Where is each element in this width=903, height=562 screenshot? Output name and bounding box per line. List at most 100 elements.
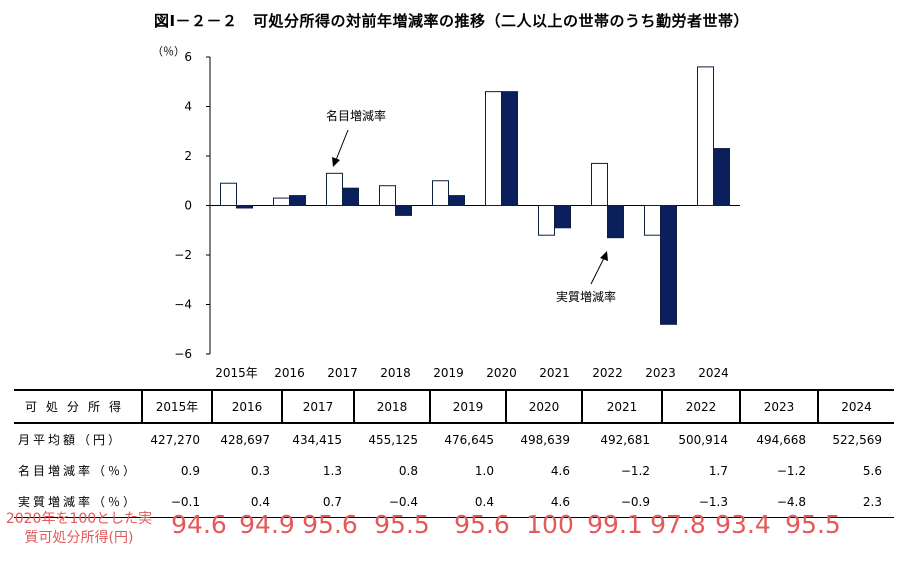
x-tick-label: 2023 — [645, 366, 676, 380]
bar-chart: 6 4 2 0 −2 −4 −6 （％） 2015年 2016 2017 2018 2019 2020 20… — [152, 45, 740, 380]
table-cell: −1.2 — [776, 463, 806, 478]
table-cell: 494,668 — [756, 432, 806, 447]
table-row-label: 実質増減率（％） — [14, 486, 142, 518]
bar-real — [554, 205, 571, 229]
table-cell: 500,914 — [678, 432, 728, 447]
annotation-real-arrow — [590, 257, 605, 285]
plot-area: 6 4 2 0 −2 −4 −6 （％） 2015年 2016 2017 2018 2019 2020 20… — [152, 45, 740, 380]
y-tick-label: 4 — [184, 100, 192, 114]
x-tick-label: 2015年 — [215, 366, 258, 380]
table-cell: 498,639 — [520, 432, 570, 447]
bar-nominal — [538, 205, 555, 236]
table-cell: −4.8 — [740, 486, 818, 518]
table-row: 月平均額（円） 427,270 428,697 434,415 455,125 476,6… — [14, 423, 894, 455]
y-axis-label: （％） — [152, 45, 185, 58]
table-cell: 4.6 — [506, 486, 582, 518]
bar-nominal — [644, 205, 661, 236]
table-cell: −0.9 — [582, 486, 662, 518]
table-column-header: 2017 — [281, 389, 354, 424]
table-cell: 0.8 — [398, 463, 418, 478]
x-tick-label: 2016 — [274, 366, 305, 380]
table-column-header: 2019 — [429, 389, 506, 424]
table-column-header: 2016 — [211, 389, 282, 424]
overlay-value: 95.5 — [374, 510, 430, 539]
bar-real — [342, 187, 359, 207]
overlay-value: 95.6 — [454, 510, 510, 539]
table-cell: 428,697 — [220, 432, 270, 447]
bar-nominal — [379, 185, 396, 206]
table-row-label: 名目増減率（％） — [18, 464, 139, 478]
bar-nominal — [326, 172, 343, 206]
table-cell: 0.3 — [250, 463, 270, 478]
bar-real — [448, 195, 465, 207]
x-tick-label: 2020 — [486, 366, 517, 380]
overlay-value: 95.6 — [302, 510, 358, 539]
bar-real — [236, 205, 253, 209]
overlay-value: 97.8 — [650, 510, 706, 539]
table-cell: 1.3 — [322, 463, 342, 478]
table-cell: 4.6 — [550, 463, 570, 478]
table-column-header: 2023 — [739, 389, 818, 424]
table-header-label: 可処分所得 — [14, 389, 142, 424]
chart-title: 図Ⅰ－２－２ 可処分所得の対前年増減率の推移（二人以上の世帯のうち勤労者世帯） — [153, 12, 750, 30]
table-row: 名目増減率（％） 0.9 0.3 1.3 0.8 1.0 4.6 −1.2 1.7 −1.2 5.6 — [14, 455, 894, 486]
table-cell: 1.7 — [708, 463, 728, 478]
table-cell: −1.3 — [662, 486, 740, 518]
table-column-header: 2021 — [581, 389, 662, 424]
annotation-nominal: 名目増減率 — [326, 108, 386, 123]
bar-nominal — [432, 180, 449, 206]
data-table: 可処分所得 2015年 2016 2017 2018 2019 2020 2021 2022 20… — [14, 389, 894, 518]
table-cell: 476,645 — [444, 432, 494, 447]
table-cell: 0.4 — [212, 486, 282, 518]
table-row-label: 月平均額（円） — [18, 433, 124, 447]
bar-real — [289, 195, 306, 207]
x-tick-label: 2022 — [592, 366, 623, 380]
x-tick-label: 2017 — [327, 366, 358, 380]
bar-real — [395, 205, 412, 216]
table-cell: 5.6 — [862, 463, 882, 478]
overlay-value: 94.9 — [239, 510, 295, 539]
overlay-value: 95.5 — [785, 510, 841, 539]
table-cell: 0.7 — [282, 486, 354, 518]
bar-nominal — [697, 66, 714, 207]
overlay-value: 94.6 — [171, 510, 227, 539]
overlay-value: 93.4 — [715, 510, 771, 539]
table-cell: 0.9 — [180, 463, 200, 478]
bar-nominal — [591, 162, 608, 207]
annotation-real: 実質増減率 — [556, 289, 616, 304]
y-tick-label: 6 — [184, 50, 192, 64]
table-cell: 427,270 — [150, 432, 200, 447]
annotation-real-arrowhead — [600, 251, 608, 261]
table-column-header: 2018 — [353, 389, 430, 424]
table-cell: 455,125 — [368, 432, 418, 447]
bar-real — [713, 148, 730, 206]
overlay-value: 99.1 — [587, 510, 643, 539]
bar-real — [607, 205, 624, 239]
table-column-header: 2015年 — [141, 389, 212, 424]
bar-nominal — [485, 91, 502, 206]
table-column-header: 2022 — [661, 389, 740, 424]
x-tick-label: 2018 — [380, 366, 411, 380]
table-cell: −0.4 — [354, 486, 430, 518]
table-cell: −0.1 — [142, 486, 212, 518]
table-cell: 434,415 — [292, 432, 342, 447]
overlay-value: 100 — [526, 510, 574, 539]
y-tick-label: −2 — [174, 248, 192, 262]
table-cell: 2.3 — [818, 486, 894, 518]
table-column-header: 2020 — [505, 389, 582, 424]
bar-real — [660, 205, 677, 325]
table-cell: 522,569 — [832, 432, 882, 447]
overlay-label: 2020年を100とした実質可処分所得(円) — [5, 511, 153, 546]
table-cell: −1.2 — [620, 463, 650, 478]
table-cell: 492,681 — [600, 432, 650, 447]
table-header-row: 可処分所得 2015年 2016 2017 2018 2019 2020 2021 2022 20… — [14, 389, 894, 424]
bar-nominal — [273, 197, 290, 206]
y-tick-label: 2 — [184, 149, 192, 163]
annotation-nominal-arrowhead — [332, 157, 340, 167]
annotation-nominal-arrow — [335, 129, 349, 161]
x-tick-label: 2021 — [539, 366, 570, 380]
y-tick-label: −6 — [174, 347, 192, 361]
table-cell: 0.4 — [430, 486, 506, 518]
bar-real — [501, 91, 518, 206]
table-row: 実質増減率（％） −0.1 0.4 0.7 −0.4 0.4 4.6 −0.9 −1.3 −4.8… — [14, 486, 894, 518]
